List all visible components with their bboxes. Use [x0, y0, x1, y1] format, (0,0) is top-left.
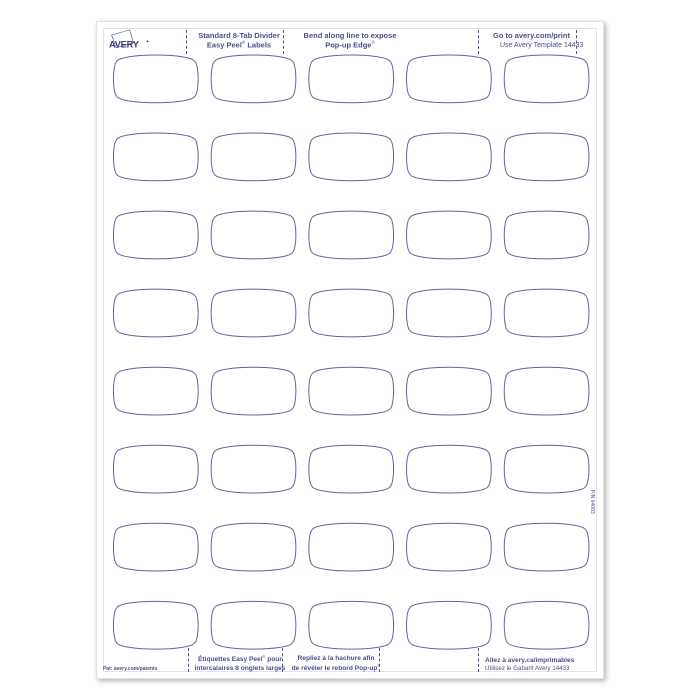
svg-text:AVERY: AVERY	[109, 40, 139, 50]
